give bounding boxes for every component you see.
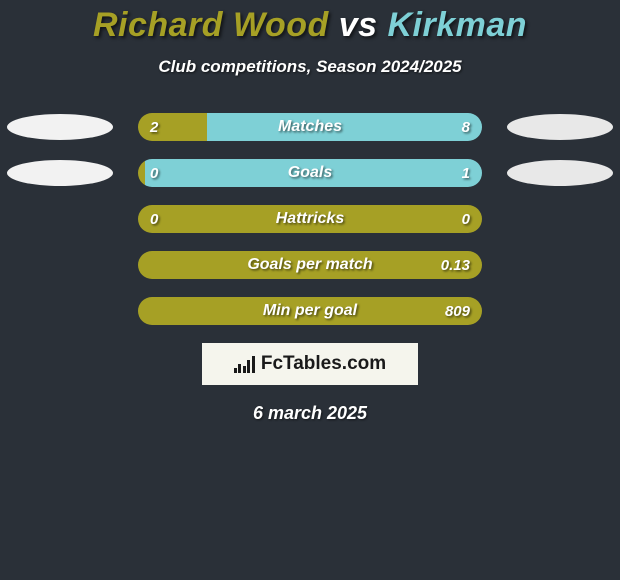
stat-bar: Goals01 <box>138 159 482 187</box>
avatar-right-slot <box>500 114 620 140</box>
stat-row: Goals01 <box>0 159 620 187</box>
bar-segment-left <box>138 113 207 141</box>
stat-row: Matches28 <box>0 113 620 141</box>
brand-text: FcTables.com <box>261 353 386 375</box>
player2-name: Kirkman <box>388 6 528 44</box>
avatar-placeholder-left <box>7 160 113 186</box>
avatar-left-slot <box>0 114 120 140</box>
avatar-placeholder-left <box>7 114 113 140</box>
bar-segment-right <box>145 159 482 187</box>
bar-segment-left <box>138 297 482 325</box>
subtitle: Club competitions, Season 2024/2025 <box>0 57 620 77</box>
stat-bar: Goals per match0.13 <box>138 251 482 279</box>
bar-segment-right <box>207 113 482 141</box>
bar-segment-left <box>138 205 482 233</box>
stat-row: Min per goal809 <box>0 297 620 325</box>
avatar-left-slot <box>0 160 120 186</box>
vs-text: vs <box>339 6 378 44</box>
stat-bar: Matches28 <box>138 113 482 141</box>
avatar-right-slot <box>500 160 620 186</box>
bar-segment-left <box>138 251 482 279</box>
stat-bar: Hattricks00 <box>138 205 482 233</box>
avatar-placeholder-right <box>507 160 613 186</box>
player1-name: Richard Wood <box>93 6 329 44</box>
brand-logo: FcTables.com <box>202 343 418 385</box>
avatar-placeholder-right <box>507 114 613 140</box>
stat-bar: Min per goal809 <box>138 297 482 325</box>
stat-row: Hattricks00 <box>0 205 620 233</box>
bar-segment-left <box>138 159 145 187</box>
stat-row: Goals per match0.13 <box>0 251 620 279</box>
footer-date: 6 march 2025 <box>0 403 620 424</box>
page-title: Richard Wood vs Kirkman <box>0 6 620 45</box>
stat-rows: Matches28 Goals01 Hattricks00 Goals per mat… <box>0 113 620 325</box>
bar-chart-icon <box>234 355 255 373</box>
comparison-card: Richard Wood vs Kirkman Club competition… <box>0 0 620 424</box>
